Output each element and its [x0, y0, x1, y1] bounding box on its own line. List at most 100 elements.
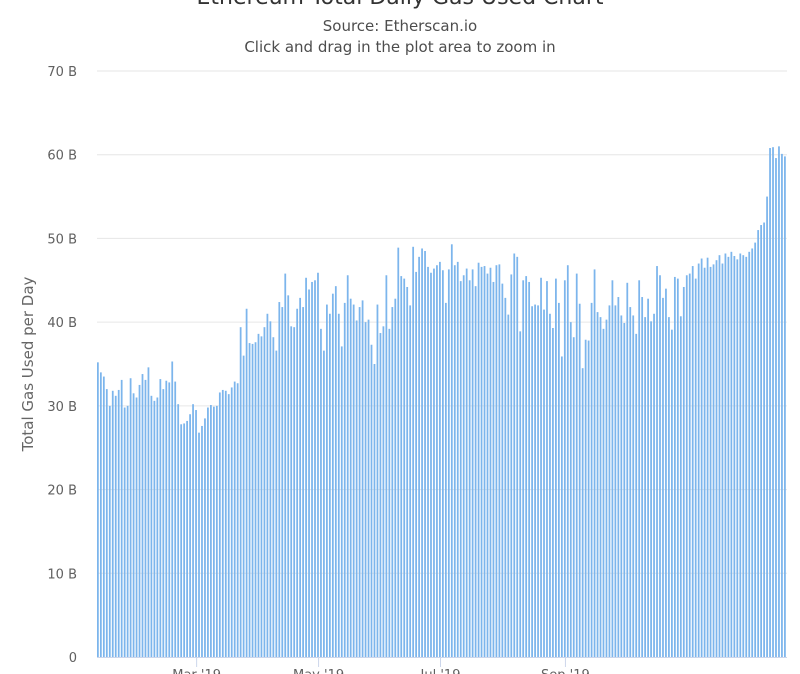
bar[interactable]	[563, 280, 566, 657]
bar[interactable]	[691, 266, 694, 657]
bar[interactable]	[328, 313, 331, 657]
bar[interactable]	[102, 376, 105, 657]
bar[interactable]	[126, 405, 129, 657]
bar[interactable]	[162, 389, 165, 657]
bar[interactable]	[757, 230, 760, 657]
bar[interactable]	[233, 381, 236, 657]
bar[interactable]	[730, 251, 733, 657]
bar[interactable]	[242, 355, 245, 657]
bar[interactable]	[227, 394, 230, 657]
bar[interactable]	[450, 244, 453, 658]
bar[interactable]	[189, 414, 191, 657]
bar[interactable]	[557, 302, 560, 657]
bar[interactable]	[287, 295, 290, 657]
bar[interactable]	[320, 328, 322, 657]
bar[interactable]	[495, 265, 498, 657]
bar[interactable]	[97, 362, 99, 657]
bar[interactable]	[293, 327, 296, 657]
bar[interactable]	[471, 269, 474, 657]
bar[interactable]	[224, 390, 227, 657]
bar[interactable]	[534, 304, 536, 657]
bar[interactable]	[605, 319, 608, 657]
bar[interactable]	[641, 297, 644, 657]
bar[interactable]	[456, 261, 459, 657]
bar[interactable]	[549, 313, 551, 657]
bar[interactable]	[195, 410, 197, 657]
bar[interactable]	[593, 269, 596, 657]
bar[interactable]	[245, 308, 248, 657]
bar[interactable]	[311, 281, 313, 657]
bar[interactable]	[602, 328, 605, 657]
bar[interactable]	[397, 247, 400, 657]
bar[interactable]	[272, 337, 275, 657]
bar[interactable]	[623, 322, 626, 657]
bar[interactable]	[204, 418, 206, 657]
bar[interactable]	[531, 306, 533, 657]
bar[interactable]	[403, 278, 406, 657]
bar[interactable]	[555, 278, 557, 657]
bar[interactable]	[504, 297, 507, 657]
bar[interactable]	[739, 253, 742, 658]
bar[interactable]	[543, 309, 545, 657]
bar[interactable]	[302, 307, 304, 657]
bar[interactable]	[724, 253, 727, 658]
bar[interactable]	[671, 329, 673, 657]
bar[interactable]	[141, 374, 144, 657]
bar[interactable]	[263, 327, 266, 657]
bar[interactable]	[629, 307, 632, 657]
plot-area[interactable]	[97, 146, 786, 658]
bar[interactable]	[745, 256, 748, 657]
bar[interactable]	[308, 289, 310, 657]
bar[interactable]	[659, 275, 661, 657]
bar[interactable]	[239, 327, 242, 657]
bar[interactable]	[358, 307, 361, 657]
bar[interactable]	[772, 147, 774, 657]
bar[interactable]	[212, 406, 215, 657]
bar[interactable]	[507, 314, 510, 657]
bar[interactable]	[766, 196, 768, 657]
bar[interactable]	[111, 390, 114, 657]
bar[interactable]	[254, 342, 257, 657]
bar[interactable]	[474, 286, 477, 657]
bar[interactable]	[444, 302, 447, 657]
bar[interactable]	[560, 356, 563, 657]
bar[interactable]	[679, 316, 682, 657]
bar[interactable]	[439, 261, 441, 657]
bar[interactable]	[349, 298, 352, 657]
bar[interactable]	[159, 379, 162, 657]
bar[interactable]	[406, 286, 409, 657]
bar[interactable]	[569, 322, 572, 657]
bar[interactable]	[412, 246, 415, 658]
bar[interactable]	[221, 389, 224, 657]
bar[interactable]	[525, 276, 528, 657]
bar[interactable]	[709, 266, 712, 657]
bar[interactable]	[367, 319, 370, 657]
bar[interactable]	[614, 305, 617, 657]
bar[interactable]	[665, 288, 667, 657]
bar[interactable]	[459, 281, 462, 657]
bar[interactable]	[156, 397, 159, 657]
bar[interactable]	[656, 266, 658, 657]
bar[interactable]	[668, 317, 670, 657]
bar[interactable]	[447, 269, 450, 657]
bar[interactable]	[418, 256, 420, 657]
bar[interactable]	[703, 267, 706, 657]
bar[interactable]	[635, 333, 638, 657]
bar[interactable]	[132, 393, 135, 657]
bar[interactable]	[385, 275, 388, 657]
bar[interactable]	[210, 405, 212, 657]
bar[interactable]	[433, 268, 435, 657]
bar[interactable]	[754, 242, 757, 658]
bar[interactable]	[326, 304, 328, 657]
bar[interactable]	[462, 275, 465, 657]
bar[interactable]	[644, 317, 647, 657]
bar[interactable]	[388, 328, 391, 657]
bar[interactable]	[513, 253, 516, 658]
bar[interactable]	[430, 272, 432, 657]
bar[interactable]	[427, 266, 429, 657]
bar[interactable]	[180, 424, 183, 657]
bar[interactable]	[510, 274, 513, 657]
bar[interactable]	[186, 420, 188, 657]
bar[interactable]	[323, 350, 325, 657]
bar[interactable]	[528, 281, 531, 657]
